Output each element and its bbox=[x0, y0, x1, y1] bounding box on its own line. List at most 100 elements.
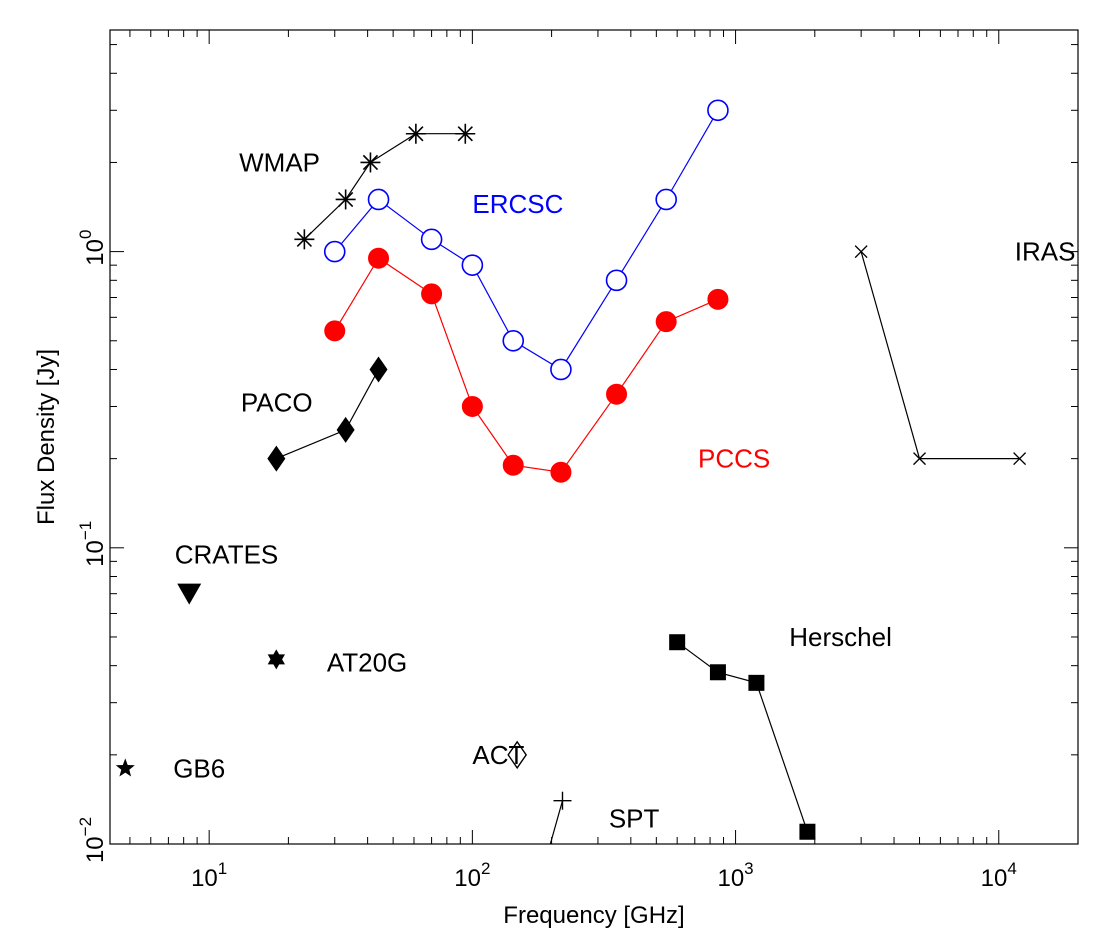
point-iras bbox=[913, 452, 926, 466]
point-herschel bbox=[669, 634, 686, 651]
point-ercsc bbox=[550, 358, 572, 381]
marker-shape bbox=[550, 358, 572, 381]
x-tick-label: 101 bbox=[191, 859, 227, 892]
marker-stroke bbox=[296, 231, 313, 247]
point-ercsc bbox=[323, 240, 346, 263]
point-wmap bbox=[405, 123, 426, 144]
point-pccs bbox=[606, 383, 628, 405]
y-axis-title: Flux Density [Jy] bbox=[33, 349, 60, 525]
marker-shape bbox=[507, 740, 528, 770]
marker-stroke bbox=[337, 191, 354, 208]
point-pccs bbox=[324, 320, 346, 342]
marker-shape bbox=[550, 461, 572, 483]
label-spt: SPT bbox=[609, 803, 660, 833]
x-tick-label: 102 bbox=[454, 859, 490, 892]
y-tick-label: 10−2 bbox=[76, 817, 109, 863]
point-herschel bbox=[709, 664, 726, 681]
marker-shape bbox=[655, 188, 677, 211]
point-pccs bbox=[421, 283, 443, 305]
marker-shape bbox=[115, 758, 135, 777]
point-pccs bbox=[502, 454, 524, 476]
marker-shape bbox=[323, 240, 346, 263]
point-pccs bbox=[707, 288, 729, 310]
label-ercsc: ERCSC bbox=[472, 189, 563, 219]
marker-shape bbox=[606, 383, 628, 405]
x-axis-title: Frequency [GHz] bbox=[503, 902, 684, 929]
point-wmap bbox=[335, 189, 356, 210]
y-tick-label: 10−1 bbox=[76, 521, 109, 567]
point-act bbox=[507, 740, 528, 770]
label-herschel: Herschel bbox=[789, 622, 892, 652]
point-wmap bbox=[360, 152, 381, 173]
marker-shape bbox=[709, 664, 726, 681]
point-spt bbox=[553, 791, 572, 810]
marker-shape bbox=[655, 311, 677, 333]
marker-shape bbox=[669, 634, 686, 651]
marker-shape bbox=[748, 674, 765, 691]
series-line-herschel bbox=[676, 641, 808, 832]
point-pccs bbox=[550, 461, 572, 483]
point-wmap bbox=[455, 123, 476, 144]
point-wmap bbox=[294, 229, 315, 250]
point-paco bbox=[336, 416, 355, 443]
point-pccs bbox=[461, 395, 483, 417]
point-at20g bbox=[267, 649, 285, 670]
marker-shape bbox=[368, 247, 390, 269]
label-crates: CRATES bbox=[175, 539, 279, 569]
series-labels: WMAP ERCSC PCCS PACO IRAS CRATES AT20G Herschel… bbox=[173, 147, 1075, 833]
point-ercsc bbox=[461, 254, 484, 276]
marker-shape bbox=[605, 269, 628, 292]
x-tick-label: 103 bbox=[717, 859, 753, 892]
marker-shape bbox=[324, 320, 346, 342]
point-ercsc bbox=[502, 329, 525, 352]
marker-shape bbox=[461, 395, 483, 417]
x-tick-label: 104 bbox=[981, 859, 1017, 892]
series-markers bbox=[115, 99, 1027, 840]
point-paco bbox=[267, 445, 286, 472]
marker-shape bbox=[707, 99, 729, 122]
point-ercsc bbox=[367, 188, 390, 211]
marker-shape bbox=[461, 254, 484, 276]
label-wmap: WMAP bbox=[239, 147, 320, 177]
y-tick-label: 100 bbox=[76, 230, 109, 266]
label-paco: PACO bbox=[241, 387, 313, 417]
label-gb6: GB6 bbox=[173, 753, 225, 783]
point-herschel bbox=[748, 674, 765, 691]
axis-ticks bbox=[110, 30, 1079, 845]
point-iras bbox=[1013, 452, 1027, 466]
marker-shape bbox=[421, 283, 443, 305]
marker-shape bbox=[267, 445, 286, 472]
marker-stroke bbox=[362, 154, 379, 171]
marker-stroke bbox=[457, 126, 473, 142]
marker-shape bbox=[799, 823, 816, 840]
marker-shape bbox=[502, 454, 524, 476]
marker-shape bbox=[502, 329, 525, 352]
marker-shape bbox=[177, 583, 202, 605]
point-iras bbox=[854, 245, 868, 259]
label-pccs: PCCS bbox=[698, 444, 770, 474]
marker-shape bbox=[367, 188, 390, 211]
label-act: ACT bbox=[472, 740, 524, 770]
point-ercsc bbox=[707, 99, 729, 122]
marker-shape bbox=[420, 228, 443, 251]
marker-stroke bbox=[1013, 452, 1027, 466]
label-at20g: AT20G bbox=[327, 647, 407, 677]
point-ercsc bbox=[605, 269, 628, 292]
marker-stroke bbox=[408, 126, 424, 142]
marker-shape bbox=[336, 416, 355, 443]
label-iras: IRAS bbox=[1015, 237, 1076, 267]
marker-stroke bbox=[854, 245, 868, 259]
point-ercsc bbox=[420, 228, 443, 251]
point-herschel bbox=[799, 823, 816, 840]
plot-area bbox=[109, 29, 1079, 845]
marker-shape bbox=[369, 356, 388, 383]
point-gb6 bbox=[115, 758, 135, 777]
point-pccs bbox=[655, 311, 677, 333]
marker-shape bbox=[707, 288, 729, 310]
point-paco bbox=[369, 356, 388, 383]
point-crates bbox=[177, 583, 202, 605]
marker-shape bbox=[267, 649, 285, 670]
point-ercsc bbox=[655, 188, 677, 211]
series-line-spt bbox=[549, 800, 564, 844]
